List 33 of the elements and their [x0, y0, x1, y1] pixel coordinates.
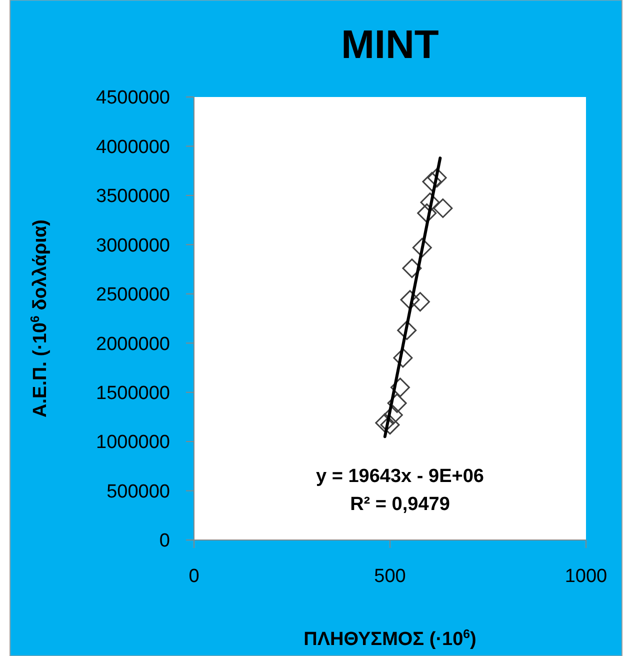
- y-tick-label: 3000000: [96, 235, 170, 256]
- point: [420, 192, 440, 212]
- point: [387, 393, 407, 413]
- point: [422, 172, 442, 192]
- point: [402, 258, 422, 278]
- y-tick-label: 0: [159, 530, 170, 552]
- y-tick-label: 4000000: [96, 136, 170, 158]
- point: [383, 405, 403, 425]
- point: [433, 198, 453, 218]
- point: [410, 292, 430, 312]
- y-tick-label: 1500000: [96, 382, 170, 404]
- chart-title: MINT: [341, 23, 439, 67]
- y-tick-label: 2500000: [96, 284, 170, 306]
- point: [393, 348, 413, 368]
- y-tick-label: 500000: [106, 481, 170, 502]
- point: [380, 415, 400, 435]
- y-tick-label: 4500000: [96, 88, 170, 109]
- y-tick-label: 3500000: [96, 186, 170, 208]
- point: [400, 290, 420, 310]
- y-tick-label: 2000000: [96, 334, 170, 355]
- point: [375, 413, 395, 433]
- annotation: R² = 0,9479: [350, 494, 450, 515]
- annotation: y = 19643x - 9E+06: [316, 466, 484, 487]
- point: [417, 203, 437, 223]
- x-tick-label: 0: [188, 566, 200, 587]
- point: [390, 378, 410, 398]
- point: [427, 168, 447, 188]
- y-tick-label: 1000000: [96, 432, 170, 454]
- x-tick-label: 1000: [564, 566, 608, 587]
- point: [412, 238, 432, 258]
- x-tick-label: 500: [374, 566, 406, 587]
- point: [397, 320, 417, 340]
- x-axis-title: ΠΛΗΘΥΣΜΟΣ (·10$^{6}$): [304, 627, 476, 650]
